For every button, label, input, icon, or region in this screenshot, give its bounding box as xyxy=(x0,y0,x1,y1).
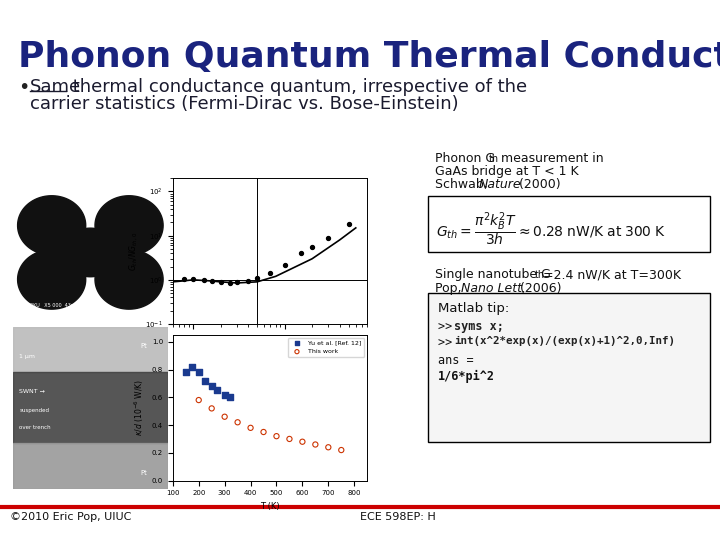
Text: th: th xyxy=(489,154,499,164)
Polygon shape xyxy=(17,196,86,255)
Text: •: • xyxy=(18,78,30,97)
Text: Matlab tip:: Matlab tip: xyxy=(438,302,509,315)
Text: SWNT →: SWNT → xyxy=(19,389,45,394)
Point xyxy=(307,243,318,252)
Yu et al. [Ref. 12] xyxy=(180,368,192,376)
Text: Same: Same xyxy=(30,78,81,96)
Text: int(x^2*exp(x)/(exp(x)+1)^2,0,Inf): int(x^2*exp(x)/(exp(x)+1)^2,0,Inf) xyxy=(454,336,675,346)
Polygon shape xyxy=(95,196,163,255)
Point xyxy=(343,220,354,229)
Point xyxy=(198,276,210,285)
Yu et al. [Ref. 12] xyxy=(211,386,222,395)
Text: Nano Lett.: Nano Lett. xyxy=(461,282,526,295)
Text: (2000): (2000) xyxy=(515,178,561,191)
This work xyxy=(219,413,230,421)
Yu et al. [Ref. 12] xyxy=(206,382,217,390)
Text: Phonon G: Phonon G xyxy=(435,152,495,165)
Yu et al. [Ref. 12] xyxy=(224,393,235,402)
Text: ECE 598EP: H: ECE 598EP: H xyxy=(360,512,436,522)
Text: CIT  42KU   X5 000  43nm: CIT 42KU X5 000 43nm xyxy=(16,303,79,308)
Text: measurement in: measurement in xyxy=(497,152,603,165)
Y-axis label: $\kappa/d$ (10$^{-6}$ W/K): $\kappa/d$ (10$^{-6}$ W/K) xyxy=(133,379,146,436)
Polygon shape xyxy=(63,228,118,276)
X-axis label: Temperature (mK): Temperature (mK) xyxy=(235,350,305,360)
Y-axis label: $G_{th}/N G_{th,0}$: $G_{th}/N G_{th,0}$ xyxy=(127,232,140,271)
Text: Pop,: Pop, xyxy=(435,282,466,295)
Point xyxy=(179,274,190,283)
Text: Phonon Quantum Thermal Conductance: Phonon Quantum Thermal Conductance xyxy=(18,40,720,74)
Point xyxy=(206,277,217,286)
Point xyxy=(215,278,226,287)
Text: carrier statistics (Fermi-Dirac vs. Bose-Einstein): carrier statistics (Fermi-Dirac vs. Bose… xyxy=(30,95,459,113)
Text: suspended: suspended xyxy=(19,408,49,414)
Legend: Yu et al. [Ref. 12], This work: Yu et al. [Ref. 12], This work xyxy=(288,338,364,357)
Text: ©2010 Eric Pop, UIUC: ©2010 Eric Pop, UIUC xyxy=(10,512,131,522)
Text: >>: >> xyxy=(438,320,459,333)
Point xyxy=(231,278,243,286)
This work xyxy=(297,437,308,446)
This work xyxy=(310,440,321,449)
This work xyxy=(271,432,282,441)
Polygon shape xyxy=(95,250,163,309)
Point xyxy=(265,269,276,278)
X-axis label: T (K): T (K) xyxy=(260,502,280,511)
This work xyxy=(245,423,256,432)
Point xyxy=(243,276,254,285)
Text: Pt: Pt xyxy=(140,343,147,349)
This work xyxy=(284,435,295,443)
Text: Schwab,: Schwab, xyxy=(435,178,492,191)
Yu et al. [Ref. 12] xyxy=(193,368,204,376)
Text: Nature: Nature xyxy=(479,178,521,191)
This work xyxy=(232,418,243,427)
Polygon shape xyxy=(17,250,86,309)
Text: syms x;: syms x; xyxy=(454,320,504,333)
Text: Pt: Pt xyxy=(140,470,147,476)
Point xyxy=(187,275,199,284)
FancyBboxPatch shape xyxy=(428,196,710,252)
Point xyxy=(279,260,290,269)
Text: (2006): (2006) xyxy=(516,282,562,295)
Text: >>: >> xyxy=(438,336,459,349)
Text: $G_{th} = \dfrac{\pi^2 k_B^2 T}{3h} \approx 0.28 \; \mathrm{nW/K \; at \; 300 \;: $G_{th} = \dfrac{\pi^2 k_B^2 T}{3h} \app… xyxy=(436,210,666,248)
This work xyxy=(193,396,204,404)
Point xyxy=(251,274,263,282)
This work xyxy=(206,404,217,413)
Text: th: th xyxy=(535,270,545,280)
Text: 1/6*pi^2: 1/6*pi^2 xyxy=(438,370,495,383)
This work xyxy=(323,443,334,451)
Bar xyxy=(13,443,168,489)
Text: over trench: over trench xyxy=(19,424,51,430)
Bar xyxy=(13,372,168,443)
This work xyxy=(336,446,347,454)
Text: GaAs bridge at T < 1 K: GaAs bridge at T < 1 K xyxy=(435,165,579,178)
Text: Single nanotube G: Single nanotube G xyxy=(435,268,551,281)
This work xyxy=(258,428,269,436)
Yu et al. [Ref. 12] xyxy=(219,390,230,399)
Text: =2.4 nW/K at T=300K: =2.4 nW/K at T=300K xyxy=(543,268,681,281)
Text: thermal conductance quantum, irrespective of the: thermal conductance quantum, irrespectiv… xyxy=(67,78,527,96)
FancyBboxPatch shape xyxy=(428,293,710,442)
Text: ans =: ans = xyxy=(438,354,474,367)
Yu et al. [Ref. 12] xyxy=(186,362,198,371)
Point xyxy=(295,249,307,258)
Point xyxy=(224,278,235,287)
Point xyxy=(323,233,334,242)
Text: 1 μm: 1 μm xyxy=(19,354,35,359)
Bar xyxy=(13,327,168,372)
Yu et al. [Ref. 12] xyxy=(199,376,211,385)
